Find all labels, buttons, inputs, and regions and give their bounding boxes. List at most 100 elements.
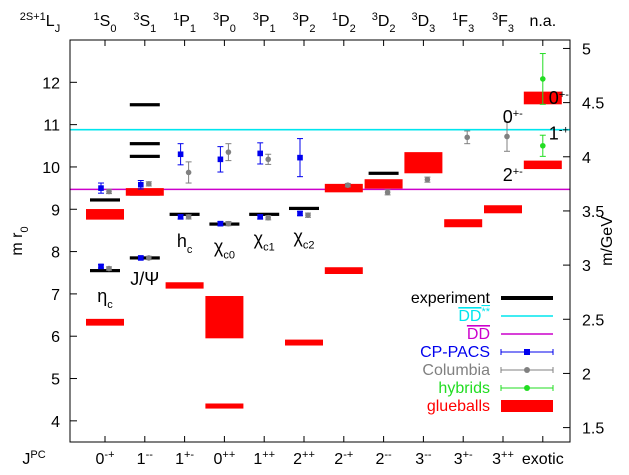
jpc-label-0: 0-+ — [96, 449, 115, 468]
left-tick-label-8: 12 — [42, 75, 60, 92]
legend-swatch-marker — [524, 349, 530, 355]
hybrids-marker — [540, 142, 546, 149]
legend-label-4: Columbia — [422, 362, 490, 379]
annotation-5: χc2 — [293, 227, 314, 252]
right-tick-label-1: 2 — [582, 366, 591, 383]
experiment-bar-1 — [90, 198, 120, 202]
jpc-label-8: 3-- — [415, 449, 432, 468]
jpc-label-11: exotic — [522, 451, 564, 468]
right-tick-label-2: 2.5 — [582, 312, 604, 329]
cp-pacs-point-7 — [217, 146, 224, 173]
cp-pacs-marker — [217, 156, 224, 163]
experiment-bar-8 — [209, 222, 240, 226]
columbia-marker — [464, 134, 471, 141]
glueball-box-1 — [86, 318, 124, 326]
experiment-bar-9 — [249, 212, 280, 216]
top-label-10: 3F3 — [492, 11, 514, 35]
cp-pacs-point-8 — [257, 214, 264, 220]
columbia-point-15 — [504, 121, 510, 152]
lattice-points — [98, 53, 546, 272]
columbia-point-2 — [145, 255, 152, 261]
cp-pacs-point-9 — [257, 142, 264, 165]
cp-pacs-point-5 — [177, 143, 184, 166]
top-label-2: 1P1 — [173, 11, 196, 35]
columbia-marker — [185, 214, 192, 220]
legend-swatch-6 — [501, 400, 553, 412]
annotation-4: χc1 — [254, 229, 275, 254]
glueball-box-10 — [404, 152, 443, 174]
columbia-point-10 — [305, 212, 311, 218]
columbia-point-14 — [464, 130, 471, 145]
top-label-6: 1D2 — [332, 11, 356, 35]
top-label-5: 3P2 — [293, 11, 316, 35]
legend-label-1: DD** — [458, 306, 490, 325]
legend-swatch-marker — [524, 367, 530, 373]
right-axis-label: m/GeV — [599, 216, 616, 266]
top-label-11: n.a. — [529, 13, 556, 30]
jpc-label-10: 3++ — [492, 449, 514, 468]
columbia-point-3 — [145, 181, 152, 187]
columbia-marker — [345, 182, 351, 188]
columbia-marker — [384, 189, 391, 196]
columbia-point-8 — [265, 214, 272, 221]
right-tick-label-7: 5 — [582, 41, 591, 58]
left-tick-label-5: 9 — [51, 202, 60, 219]
cp-pacs-marker — [257, 214, 263, 220]
legend-label-2: DD — [467, 326, 490, 343]
left-tick-label-0: 4 — [51, 414, 60, 431]
cp-pacs-point-3 — [137, 179, 144, 190]
top-prefix: 2S+1LJ — [20, 11, 60, 35]
cp-pacs-marker — [297, 210, 303, 217]
glueball-box-0 — [86, 209, 124, 220]
jpc-label-3: 0++ — [214, 449, 236, 468]
axes: 4 5 6 7 8 9 10 11 12 1.5 2 2.5 3 3.5 4 4.5 5 m r0 m/GeV — [9, 40, 616, 442]
jpc-label-4: 1++ — [253, 449, 275, 468]
annotation-1: J/Ψ — [130, 269, 159, 289]
columbia-point-4 — [185, 214, 192, 220]
top-label-8: 3D3 — [411, 11, 435, 35]
glueball-box-6 — [285, 339, 323, 346]
hybrids-point-0 — [539, 53, 546, 105]
cp-pacs-point-10 — [297, 210, 303, 217]
columbia-point-13 — [424, 176, 431, 183]
columbia-point-6 — [225, 220, 232, 227]
top-label-4: 3P1 — [253, 11, 276, 35]
jpc-label-7: 2-- — [375, 449, 392, 468]
legend-swatch-5 — [500, 385, 554, 391]
columbia-marker — [185, 169, 192, 176]
glueball-box-2 — [125, 188, 164, 196]
columbia-marker — [225, 220, 232, 227]
columbia-marker — [146, 255, 152, 261]
columbia-marker — [265, 156, 272, 163]
cp-pacs-point-1 — [98, 182, 104, 194]
top-label-1: 3S1 — [133, 11, 156, 35]
top-label-7: 3D2 — [372, 11, 396, 35]
glueball-boxes — [86, 91, 562, 409]
cp-pacs-marker — [217, 220, 224, 227]
left-tick-label-1: 5 — [51, 372, 60, 389]
cp-pacs-marker — [257, 150, 263, 157]
cp-pacs-marker — [98, 185, 104, 191]
columbia-point-5 — [185, 161, 192, 184]
glueball-box-7 — [324, 183, 363, 193]
experiment-bar-6 — [129, 103, 160, 107]
legend-label-6: glueballs — [427, 398, 490, 415]
columbia-point-7 — [225, 143, 232, 162]
jpc-label-1: 1-- — [137, 449, 154, 468]
cp-pacs-marker — [177, 151, 184, 158]
cp-pacs-marker — [98, 263, 104, 270]
top-label-3: 3P0 — [213, 11, 236, 35]
right-tick-label-4: 3.5 — [582, 204, 604, 221]
experiment-bar-4 — [129, 154, 160, 158]
cp-pacs-marker — [297, 154, 303, 161]
threshold-lines — [70, 128, 570, 191]
glueball-box-12 — [484, 205, 522, 214]
cp-pacs-marker — [138, 181, 144, 188]
columbia-marker — [504, 133, 510, 140]
columbia-marker — [424, 176, 431, 183]
glueball-box-14 — [523, 160, 562, 170]
legend-label-3: CP-PACS — [420, 344, 490, 361]
annotation-6: 0+- — [549, 88, 569, 108]
left-tick-label-6: 10 — [42, 160, 60, 177]
